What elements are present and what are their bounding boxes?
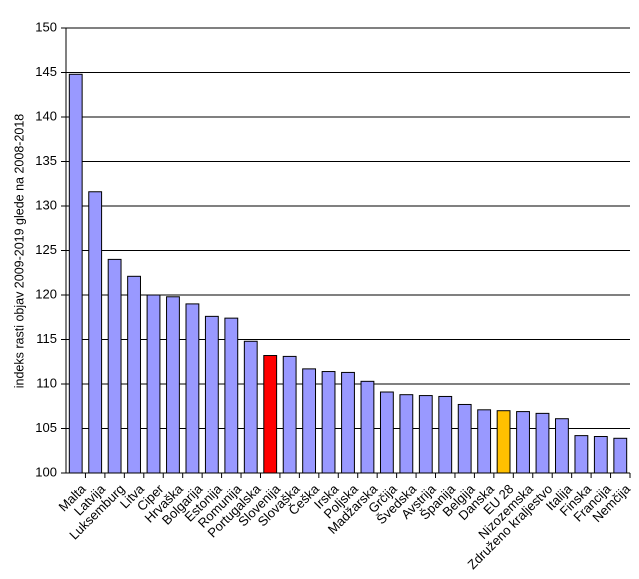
bar-švedska [399, 394, 414, 474]
bar-bolgarija [185, 303, 200, 474]
x-axis-tick-labels: MaltaLatvijaLuksemburgLitvaCiperHrvaškaB… [56, 481, 634, 572]
bar-latvija [88, 191, 103, 474]
bar-malta [68, 73, 83, 474]
y-axis-tick-labels: 100 105 110 115 120 125 130 135 140 145 150 [35, 19, 57, 479]
bar-nizozemska [516, 411, 530, 474]
bar-združeno-kraljestvo [535, 412, 550, 474]
y-tick-label: 150 [35, 19, 57, 34]
bars [68, 73, 628, 474]
y-tick-label: 100 [35, 464, 57, 479]
y-tick-label: 135 [35, 153, 57, 168]
bar-finska [574, 435, 589, 474]
bar-francija [593, 436, 608, 474]
bar-avstrija [418, 395, 433, 474]
bar-irska [321, 371, 336, 474]
bar-eu-28 [496, 410, 511, 474]
axes [65, 28, 630, 474]
y-tick-label: 110 [36, 375, 57, 390]
y-tick-label: 115 [36, 331, 57, 346]
bar-slovenija [263, 355, 278, 474]
y-tick-label: 105 [35, 420, 57, 435]
bar-španija [438, 395, 453, 474]
y-tick-label: 120 [35, 286, 57, 301]
bar-luksemburg [107, 258, 122, 474]
bar-hrvaška [166, 296, 180, 474]
bar-ciper [146, 294, 161, 474]
bar-romunija [224, 317, 239, 474]
bar-italija [555, 418, 569, 474]
bar-belgija [457, 403, 472, 474]
bar-portugalska [243, 340, 258, 474]
y-axis-label: indeks rasti objav 2009-2019 glede na 20… [12, 114, 26, 389]
y-tick-label: 130 [35, 197, 57, 212]
bar-slovaška [282, 355, 297, 474]
bar-estonija [204, 315, 219, 474]
y-tick-label: 145 [35, 64, 57, 79]
bar-nemčija [613, 437, 628, 474]
bar-litva [127, 275, 141, 474]
bar-madžarska [360, 380, 375, 474]
bar-danska [477, 409, 492, 474]
bar-poljska [341, 371, 355, 474]
y-tick-label: 125 [35, 242, 57, 257]
bar-češka [302, 368, 317, 474]
y-tick-label: 140 [35, 108, 57, 123]
bar-grčija [379, 391, 394, 474]
